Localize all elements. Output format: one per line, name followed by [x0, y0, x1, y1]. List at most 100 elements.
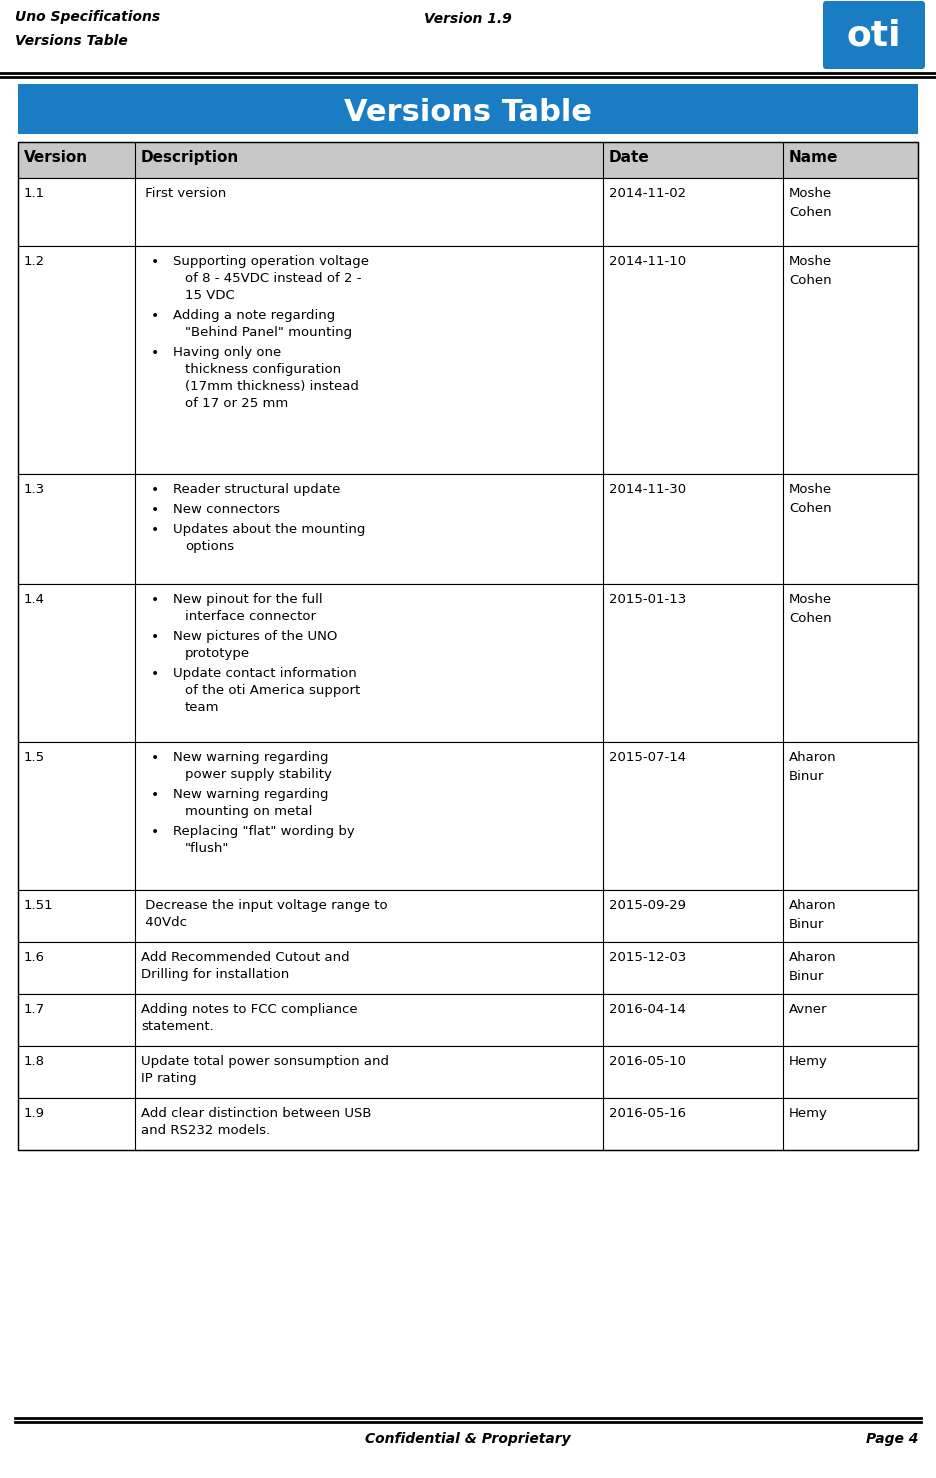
- Bar: [18, 1046, 918, 1098]
- Text: Decrease the input voltage range to: Decrease the input voltage range to: [141, 899, 388, 912]
- Text: Date: Date: [609, 149, 650, 166]
- Text: "Behind Panel" mounting: "Behind Panel" mounting: [185, 327, 352, 338]
- Text: Uno Specifications: Uno Specifications: [15, 10, 160, 24]
- Text: Binur: Binur: [789, 918, 825, 931]
- Text: (17mm thickness) instead: (17mm thickness) instead: [185, 380, 358, 393]
- Text: oti: oti: [847, 18, 901, 52]
- Text: Adding notes to FCC compliance: Adding notes to FCC compliance: [141, 1004, 358, 1015]
- Text: Version 1.9: Version 1.9: [424, 12, 512, 27]
- Text: Description: Description: [141, 149, 240, 166]
- Text: 2015-01-13: 2015-01-13: [609, 593, 686, 606]
- Text: 1.8: 1.8: [24, 1055, 45, 1069]
- Text: 1.5: 1.5: [24, 751, 45, 764]
- Text: Add Recommended Cutout and: Add Recommended Cutout and: [141, 950, 350, 964]
- Bar: [18, 474, 918, 584]
- Text: thickness configuration: thickness configuration: [185, 364, 341, 375]
- Text: team: team: [185, 701, 220, 714]
- Text: 1.2: 1.2: [24, 256, 45, 268]
- Text: •: •: [151, 256, 159, 269]
- Text: Moshe: Moshe: [789, 256, 832, 268]
- Text: Cohen: Cohen: [789, 273, 831, 287]
- Text: New warning regarding: New warning regarding: [173, 788, 329, 801]
- Text: Binur: Binur: [789, 970, 825, 983]
- Text: •: •: [151, 346, 159, 361]
- Text: options: options: [185, 539, 234, 553]
- Text: of the oti America support: of the oti America support: [185, 684, 360, 698]
- Text: Add clear distinction between USB: Add clear distinction between USB: [141, 1107, 372, 1120]
- Text: Versions Table: Versions Table: [15, 34, 127, 47]
- Text: 1.3: 1.3: [24, 483, 45, 497]
- Text: Aharon: Aharon: [789, 950, 837, 964]
- Text: New pinout for the full: New pinout for the full: [173, 593, 323, 606]
- Text: Moshe: Moshe: [789, 188, 832, 200]
- Text: and RS232 models.: and RS232 models.: [141, 1123, 271, 1137]
- Text: "flush": "flush": [185, 842, 229, 854]
- Text: Cohen: Cohen: [789, 612, 831, 625]
- Text: Having only one: Having only one: [173, 346, 281, 359]
- FancyBboxPatch shape: [823, 1, 925, 69]
- Text: prototype: prototype: [185, 647, 250, 661]
- Text: of 8 - 45VDC instead of 2 -: of 8 - 45VDC instead of 2 -: [185, 272, 361, 285]
- Text: •: •: [151, 751, 159, 766]
- Text: Aharon: Aharon: [789, 899, 837, 912]
- Text: statement.: statement.: [141, 1020, 213, 1033]
- Text: 2016-05-16: 2016-05-16: [609, 1107, 686, 1120]
- Bar: [18, 177, 918, 245]
- Text: Page 4: Page 4: [866, 1432, 918, 1445]
- Text: New connectors: New connectors: [173, 503, 280, 516]
- Text: Supporting operation voltage: Supporting operation voltage: [173, 256, 369, 268]
- Text: power supply stability: power supply stability: [185, 769, 332, 780]
- Bar: [18, 1098, 918, 1150]
- Text: 2014-11-02: 2014-11-02: [609, 188, 686, 200]
- Bar: [18, 995, 918, 1046]
- Text: Update contact information: Update contact information: [173, 667, 357, 680]
- Text: Reader structural update: Reader structural update: [173, 483, 341, 497]
- Text: interface connector: interface connector: [185, 610, 316, 624]
- Text: •: •: [151, 593, 159, 607]
- Bar: [18, 890, 918, 941]
- Text: mounting on metal: mounting on metal: [185, 806, 313, 817]
- Bar: [18, 245, 918, 474]
- Text: Replacing "flat" wording by: Replacing "flat" wording by: [173, 825, 355, 838]
- Text: 1.7: 1.7: [24, 1004, 45, 1015]
- Text: First version: First version: [141, 188, 227, 200]
- Text: 15 VDC: 15 VDC: [185, 290, 235, 302]
- Bar: [18, 584, 918, 742]
- Text: Moshe: Moshe: [789, 483, 832, 497]
- Text: •: •: [151, 667, 159, 681]
- Text: Versions Table: Versions Table: [344, 98, 592, 127]
- Text: 2016-04-14: 2016-04-14: [609, 1004, 686, 1015]
- Text: Version: Version: [24, 149, 88, 166]
- Text: Cohen: Cohen: [789, 503, 831, 514]
- Text: 40Vdc: 40Vdc: [141, 916, 187, 930]
- Bar: [18, 142, 918, 177]
- Text: Update total power sonsumption and: Update total power sonsumption and: [141, 1055, 389, 1069]
- Text: New pictures of the UNO: New pictures of the UNO: [173, 630, 337, 643]
- Text: 2016-05-10: 2016-05-10: [609, 1055, 686, 1069]
- Text: Cohen: Cohen: [789, 205, 831, 219]
- Text: Name: Name: [789, 149, 839, 166]
- Text: Adding a note regarding: Adding a note regarding: [173, 309, 335, 322]
- Text: 1.51: 1.51: [24, 899, 53, 912]
- Text: of 17 or 25 mm: of 17 or 25 mm: [185, 398, 288, 409]
- Text: 2015-09-29: 2015-09-29: [609, 899, 686, 912]
- Text: •: •: [151, 503, 159, 517]
- Text: 1.6: 1.6: [24, 950, 45, 964]
- Text: •: •: [151, 825, 159, 840]
- Text: 2015-12-03: 2015-12-03: [609, 950, 686, 964]
- Text: Binur: Binur: [789, 770, 825, 783]
- Text: •: •: [151, 788, 159, 803]
- Text: •: •: [151, 523, 159, 537]
- Text: 1.4: 1.4: [24, 593, 45, 606]
- Bar: [18, 142, 918, 1150]
- Text: 2014-11-30: 2014-11-30: [609, 483, 686, 497]
- Text: Aharon: Aharon: [789, 751, 837, 764]
- Bar: [18, 941, 918, 995]
- Text: IP rating: IP rating: [141, 1072, 197, 1085]
- Text: Drilling for installation: Drilling for installation: [141, 968, 289, 981]
- Bar: [18, 742, 918, 890]
- Bar: [18, 84, 918, 134]
- Text: •: •: [151, 483, 159, 497]
- Text: 2015-07-14: 2015-07-14: [609, 751, 686, 764]
- Text: •: •: [151, 309, 159, 324]
